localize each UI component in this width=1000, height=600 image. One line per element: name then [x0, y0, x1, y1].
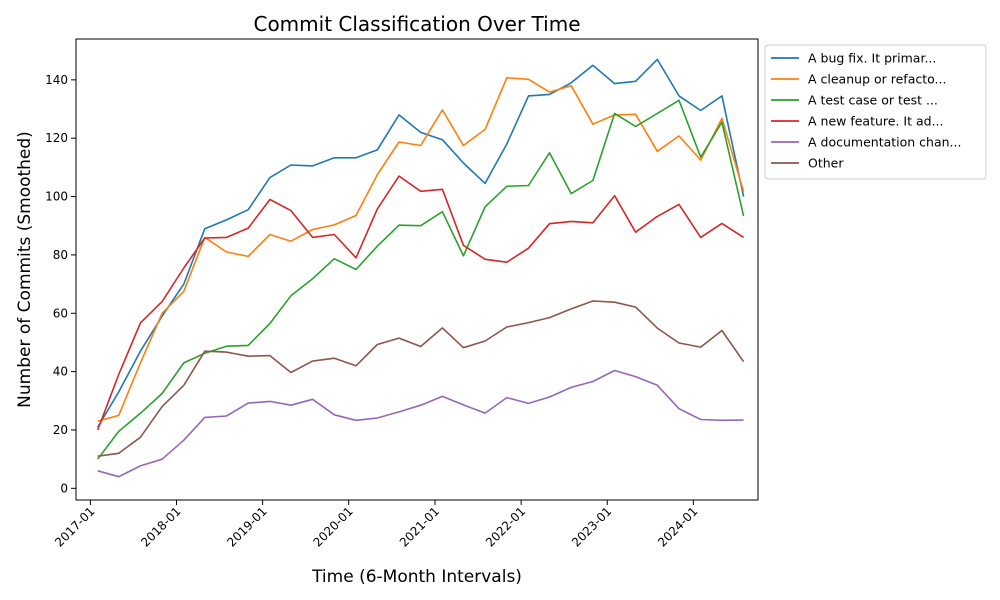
legend-label: A bug fix. It primar... [808, 51, 936, 66]
legend-label: A test case or test ... [808, 93, 938, 108]
x-tick-label: 2019-01 [224, 504, 269, 549]
y-tick-label: 60 [53, 306, 68, 320]
legend-box [764, 44, 987, 180]
y-tick-label: 20 [53, 423, 68, 437]
y-axis-title: Number of Commits (Smoothed) [15, 131, 35, 408]
x-tick-label: 2024-01 [655, 504, 700, 549]
legend-label: A new feature. It ad... [808, 114, 944, 129]
y-tick-label: 0 [60, 481, 68, 495]
y-tick-label: 120 [45, 131, 68, 145]
legend-label: A documentation chan... [808, 135, 961, 150]
x-tick-label: 2020-01 [310, 504, 355, 549]
x-axis-title: Time (6-Month Intervals) [311, 567, 522, 587]
x-tick-label: 2022-01 [483, 504, 528, 549]
y-tick-label: 80 [53, 248, 68, 262]
series-line-3 [97, 99, 745, 460]
x-tick-label: 2017-01 [52, 504, 97, 549]
chart-title: Commit Classification Over Time [253, 12, 580, 36]
x-tick-label: 2021-01 [397, 504, 442, 549]
series-line-4 [96, 175, 745, 431]
plot-area-frame [75, 38, 759, 501]
series-line-1 [97, 58, 745, 428]
x-tick-label: 2018-01 [138, 504, 183, 549]
legend-label: A cleanup or refacto... [808, 72, 946, 87]
y-tick-label: 140 [45, 73, 68, 87]
series-line-6 [97, 300, 745, 457]
legend: A bug fix. It primar... A cleanup or refa… [764, 44, 987, 180]
x-tick-label: 2023-01 [569, 504, 614, 549]
series-line-2 [97, 77, 745, 422]
y-tick-label: 40 [53, 365, 68, 379]
legend-label: Other [808, 156, 844, 171]
y-tick-label: 100 [45, 190, 68, 204]
series-line-5 [97, 369, 744, 478]
